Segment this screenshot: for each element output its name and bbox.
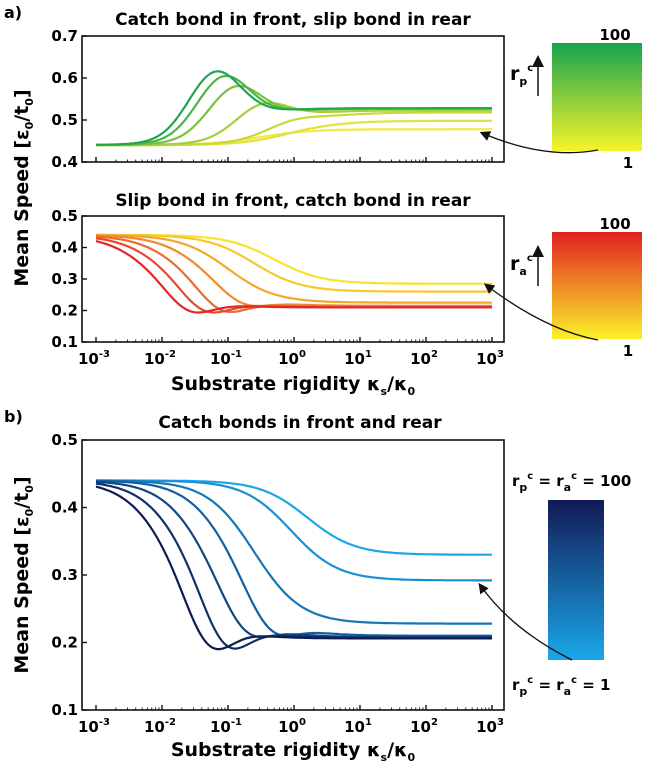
colorbar-both — [548, 500, 604, 660]
x-tick-label: 10-1 — [210, 717, 242, 736]
x-axis-label-a: Substrate rigidity κs/κ0 — [171, 373, 416, 398]
pointer-arrow-middle — [483, 283, 599, 341]
x-tick-label: 101 — [344, 717, 372, 736]
x-tick-label: 102 — [410, 349, 438, 368]
x-tick-label: 103 — [476, 349, 504, 368]
series-line — [95, 237, 492, 314]
title-bottom: Catch bonds in front and rear — [158, 413, 442, 433]
axis-ticks: 0.4 0.5 0.6 0.7 0.1 0.2 0.3 0.4 0.5 10-3 10-2 10-1 1… — [51, 27, 504, 736]
y-tick-label: 0.6 — [51, 69, 78, 87]
y-tick-label: 0.5 — [51, 431, 78, 449]
y-tick-label: 0.4 — [51, 153, 78, 171]
y-tick-label: 0.5 — [51, 111, 78, 129]
pointer-arrow-top — [479, 131, 599, 154]
y-tick-label: 0.1 — [51, 701, 78, 719]
colorbar-both-top: rpc = rac = 100 — [512, 471, 631, 494]
series-group-middle — [95, 233, 492, 314]
x-tick-label: 103 — [476, 717, 504, 736]
panel-label-b: b) — [4, 407, 23, 426]
colorbar-ra-bottom: 1 — [623, 342, 633, 360]
series-line — [96, 84, 492, 147]
pointer-arrow-bottom — [478, 582, 573, 661]
series-line — [95, 234, 492, 307]
plot-frame-top — [81, 35, 505, 163]
y-tick-label: 0.5 — [51, 207, 78, 225]
series-line — [95, 480, 492, 639]
colorbar-ra-label: rac — [510, 253, 533, 278]
x-tick-label: 102 — [410, 717, 438, 736]
x-tick-label: 10-3 — [78, 349, 110, 368]
y-axis-label-a: Mean Speed [ε0/t0] — [11, 89, 36, 286]
y-tick-label: 0.3 — [51, 566, 78, 584]
colorbar-rp-label: rpc — [510, 63, 533, 88]
y-tick-label: 0.4 — [51, 499, 78, 517]
y-tick-label: 0.2 — [51, 302, 78, 320]
panel-label-a: a) — [4, 3, 22, 22]
colorbar-ra — [552, 232, 642, 339]
colorbar-rp-top: 100 — [599, 26, 630, 44]
x-axis-label-b: Substrate rigidity κs/κ0 — [171, 739, 416, 764]
series-line — [95, 235, 492, 313]
colorbar-rp-bottom: 1 — [623, 154, 633, 172]
colorbar-rp — [552, 43, 642, 151]
series-line — [96, 70, 492, 146]
y-tick-label: 0.4 — [51, 239, 78, 257]
x-tick-label: 101 — [344, 349, 372, 368]
series-line — [96, 101, 492, 147]
colorbar-both-bottom: rpc = rac = 1 — [512, 675, 610, 698]
title-top: Catch bond in front, slip bond in rear — [115, 10, 471, 30]
x-tick-label: 10-1 — [210, 349, 242, 368]
series-line — [96, 479, 492, 637]
y-tick-label: 0.3 — [51, 270, 78, 288]
y-tick-label: 0.1 — [51, 333, 78, 351]
x-tick-label: 10-2 — [144, 349, 176, 368]
series-line — [96, 479, 492, 582]
series-line — [96, 233, 492, 293]
series-group-top — [96, 70, 493, 147]
series-line — [95, 234, 492, 304]
x-tick-label: 10-3 — [78, 717, 110, 736]
series-group-bottom — [95, 479, 492, 651]
y-tick-label: 0.7 — [51, 27, 78, 45]
y-tick-label: 0.2 — [51, 634, 78, 652]
x-tick-label: 10-2 — [144, 717, 176, 736]
x-tick-label: 100 — [278, 717, 306, 736]
y-axis-label-b: Mean Speed [ε0/t0] — [11, 476, 36, 673]
series-line — [95, 485, 492, 651]
series-line — [96, 479, 492, 556]
title-middle: Slip bond in front, catch bond in rear — [115, 191, 471, 211]
x-tick-label: 100 — [278, 349, 306, 368]
series-line — [96, 479, 492, 625]
series-line — [95, 240, 492, 314]
colorbar-ra-top: 100 — [599, 215, 630, 233]
